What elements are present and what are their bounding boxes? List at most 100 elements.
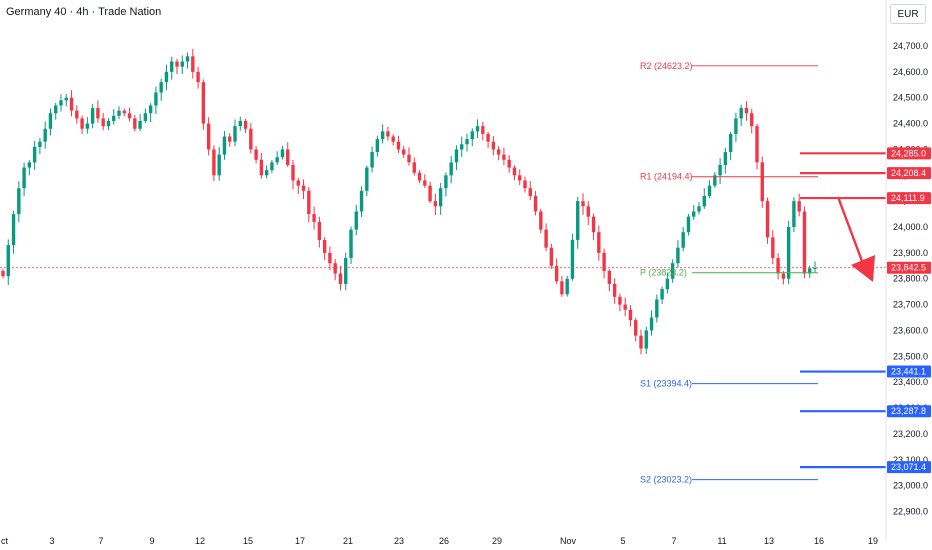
level-tag [887, 461, 931, 474]
candle-body [639, 335, 643, 349]
level-lines-layer [800, 152, 886, 469]
time-tick-label: ct [1, 536, 9, 546]
candle-body [581, 201, 585, 207]
candle-body [48, 113, 53, 129]
candle-body [402, 149, 406, 155]
time-tick-label: 13 [764, 536, 774, 546]
level-tag [887, 167, 931, 180]
level-tag-text: 24,285.0 [891, 148, 926, 158]
candle-body [106, 120, 111, 127]
candle-body [17, 188, 21, 215]
candle-body [191, 56, 195, 72]
level-tag [887, 405, 931, 418]
candle-body [444, 175, 448, 189]
candle-body [702, 195, 706, 207]
candle-body [523, 180, 527, 189]
candle-body [692, 211, 696, 217]
time-axis[interactable]: ct 3 7 9 12 15 17 21 23 26 29 Nov 5 7 11 13 16 19 [1, 536, 878, 546]
candle-body [201, 82, 206, 124]
candle-body [512, 167, 517, 176]
candle-body [85, 123, 90, 129]
candle-body [597, 232, 601, 253]
time-tick-label: 23 [394, 536, 404, 546]
candle-body [481, 126, 485, 134]
candle-body [755, 126, 759, 163]
price-axis[interactable]: 24,700.024,600.024,500.024,400.024,300.0… [893, 41, 928, 516]
candle-body [412, 162, 416, 173]
level-tag [887, 147, 931, 160]
time-tick-label: 7 [98, 536, 103, 546]
candle-body [723, 152, 728, 165]
pivot-label: S1 (23394.4) [640, 379, 692, 389]
candle-body [312, 214, 316, 222]
candle-body [676, 247, 680, 264]
time-tick-label: 7 [671, 536, 676, 546]
candle-body [496, 149, 501, 155]
candle-body [291, 164, 295, 181]
candle-body [808, 268, 812, 274]
candle-body [670, 263, 675, 279]
candle-body [286, 149, 290, 165]
time-tick-label: 15 [243, 536, 253, 546]
arrow-head [851, 255, 875, 282]
time-tick-label: 17 [295, 536, 305, 546]
price-tick-label: 24,600.0 [893, 67, 928, 77]
candle-body [607, 270, 612, 284]
candle-body [713, 175, 717, 186]
candle-body [649, 317, 654, 331]
candle-body [11, 214, 16, 246]
level-tag-text: 23,071.4 [891, 462, 926, 472]
candle-body [301, 185, 306, 191]
candle-body [734, 118, 738, 134]
candle-body [728, 133, 733, 153]
candle-body [307, 190, 311, 215]
candle-body [491, 141, 496, 150]
time-tick-label: 21 [343, 536, 353, 546]
currency-selector[interactable]: EUR [890, 4, 926, 24]
candle-body [528, 188, 532, 196]
pivot-label: R2 (24623.2) [640, 61, 693, 71]
candle-body [591, 216, 596, 233]
candle-body [792, 201, 796, 228]
level-tags-layer: 24,285.0 24,208.4 24,111.9 23,441.1 23,287.8… [887, 147, 931, 474]
candle-body [54, 105, 58, 114]
candle-body [655, 299, 659, 318]
candle-body [185, 56, 190, 62]
candle-body [338, 273, 343, 284]
time-tick-label: Nov [560, 536, 577, 546]
candle-body [423, 180, 427, 186]
candle-body [322, 239, 327, 253]
candle-body [507, 159, 511, 168]
level-tag-text: 23,287.8 [891, 406, 926, 416]
pivot-lines-layer: R2 (24623.2) R1 (24194.4) P (23823.2) S1 (2… [640, 61, 818, 485]
candle-body [138, 120, 142, 129]
candle-body [475, 126, 480, 132]
candle-body [296, 180, 300, 186]
candle-body [618, 296, 622, 305]
level-tag-text: 24,111.9 [891, 193, 925, 203]
candle-body [449, 162, 453, 176]
candle-body [275, 157, 279, 163]
candle-body [750, 113, 754, 127]
candle-body [333, 263, 337, 274]
chart-title: Germany 40 · 4h · Trade Nation [6, 6, 162, 18]
candle-body [623, 304, 627, 310]
candle-body [127, 113, 132, 119]
candle-body [612, 283, 617, 297]
candle-body [375, 139, 380, 153]
candle-body [69, 97, 74, 111]
candle-body [576, 201, 580, 240]
level-tag [887, 192, 931, 205]
candle-body [718, 164, 722, 176]
candle-body [365, 167, 369, 191]
candle-body [565, 278, 569, 295]
candle-body [206, 123, 211, 150]
candle-body [259, 159, 264, 176]
candle-body [407, 154, 411, 163]
price-tick-label: 23,800.0 [893, 274, 928, 284]
candle-body [681, 232, 685, 248]
candle-body [249, 128, 253, 150]
price-tick-label: 23,500.0 [893, 351, 928, 361]
candle-body [744, 108, 749, 114]
